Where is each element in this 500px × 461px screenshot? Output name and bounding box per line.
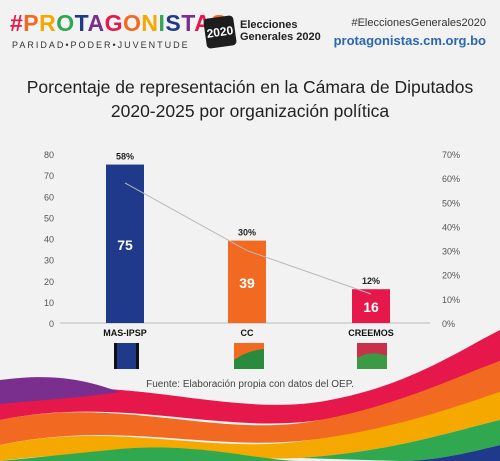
right-axis-tick-label: 0% <box>442 319 455 329</box>
chart-title-line2: 2020-2025 por organización política <box>110 101 390 121</box>
bar <box>106 164 144 323</box>
category-label: CC <box>241 328 254 338</box>
left-axis-tick-label: 70 <box>44 171 54 181</box>
decorative-ribbon <box>0 361 500 445</box>
decorative-ribbon <box>0 420 500 461</box>
right-axis-tick-label: 30% <box>442 247 460 257</box>
bar <box>228 240 266 323</box>
bar-value-label: 16 <box>363 299 379 315</box>
bar-percent-label: 30% <box>238 228 256 238</box>
category-label: MAS-IPSP <box>103 328 147 338</box>
elections-title-line1: Elecciones <box>240 19 298 31</box>
left-axis-tick-label: 0 <box>49 319 54 329</box>
decorative-ribbon <box>400 445 500 461</box>
right-axis-tick-label: 50% <box>442 198 460 208</box>
elections-title-line2: Generales 2020 <box>240 31 321 43</box>
left-axis-tick-label: 80 <box>44 150 54 160</box>
mas-ipsp-flag-stripe <box>114 343 117 369</box>
left-axis-tick-label: 10 <box>44 298 54 308</box>
right-axis-tick-label: 10% <box>442 295 460 305</box>
left-axis-tick-label: 20 <box>44 277 54 287</box>
right-axis-tick-label: 60% <box>442 174 460 184</box>
bar-value-label: 75 <box>117 237 133 253</box>
mas-ipsp-flag-stripe <box>136 343 139 369</box>
bar-percent-label: 58% <box>116 152 134 162</box>
bar-percent-label: 12% <box>362 276 380 286</box>
left-axis-tick-label: 50 <box>44 213 54 223</box>
category-label: CREEMOS <box>348 328 394 338</box>
right-axis-tick-label: 20% <box>442 271 460 281</box>
bar <box>352 289 390 323</box>
cc-flag-accent <box>234 349 264 369</box>
creemos-flag-accent <box>357 353 387 369</box>
decorative-ribbon <box>0 377 120 404</box>
decorative-ribbon <box>0 392 500 461</box>
decorative-ribbon <box>0 330 500 424</box>
left-axis-tick-label: 30 <box>44 256 54 266</box>
chart-title-line1: Porcentaje de representación en la Cámar… <box>26 77 474 97</box>
mas-ipsp-flag <box>114 343 139 369</box>
bar-value-label: 39 <box>239 275 255 291</box>
elections-title: Elecciones Generales 2020 <box>240 19 321 43</box>
brand-subtitle: PARIDAD•PODER•JUVENTUDE <box>12 40 190 50</box>
left-axis-tick-label: 40 <box>44 235 54 245</box>
left-axis-tick-label: 60 <box>44 192 54 202</box>
website-link[interactable]: protagonistas.cm.org.bo <box>333 33 486 48</box>
percentage-line <box>124 182 372 295</box>
right-axis-tick-label: 40% <box>442 222 460 232</box>
hashtag-text: #EleccionesGenerales2020 <box>351 17 486 29</box>
source-note: Fuente: Elaboración propia con datos del… <box>146 379 354 390</box>
right-axis-tick-label: 70% <box>442 150 460 160</box>
